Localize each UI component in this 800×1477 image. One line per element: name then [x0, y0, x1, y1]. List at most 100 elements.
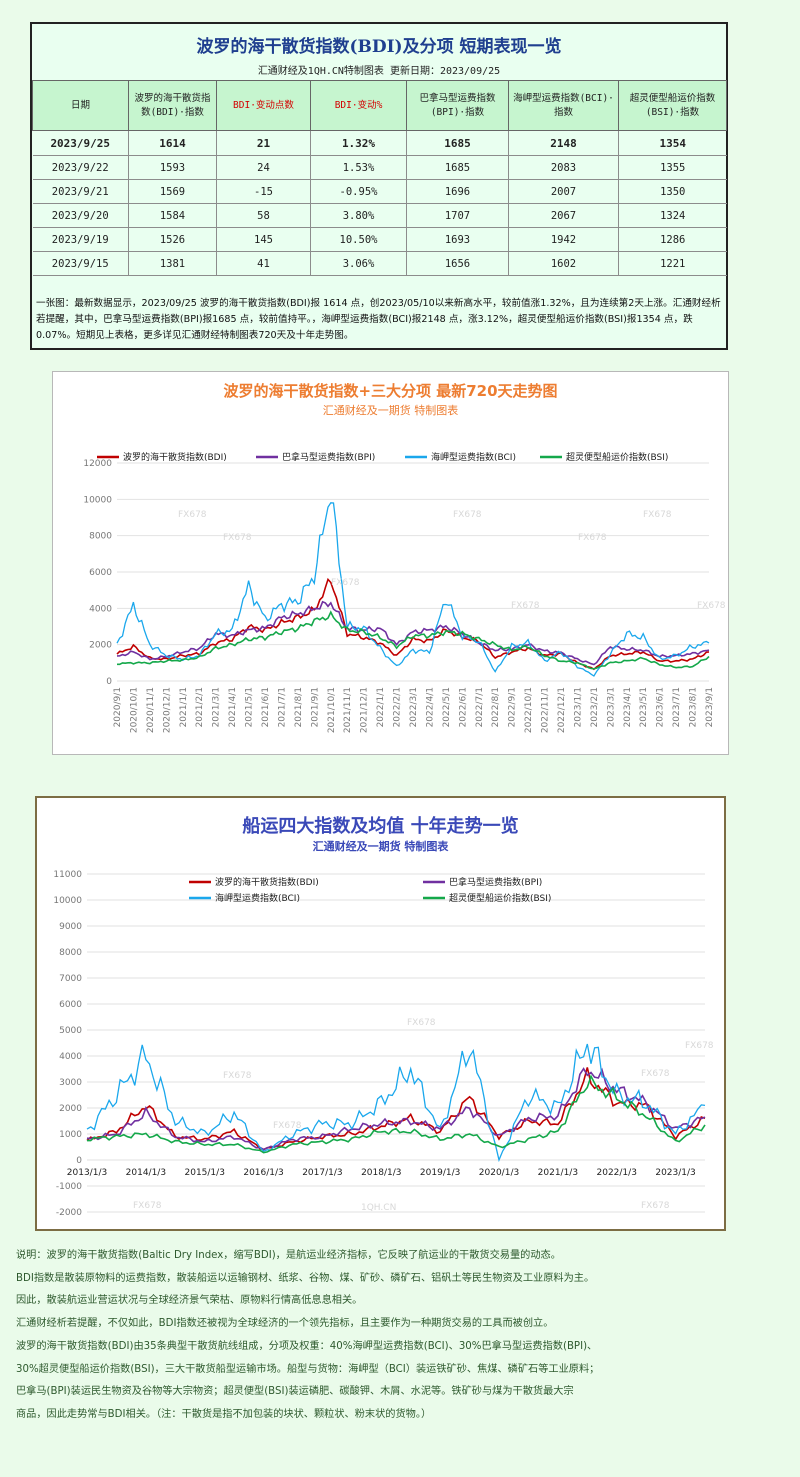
chart-10y-plot: -2000 -1000 0 1000 2000 3000 4000 5000 6000 7000 8…: [53, 870, 714, 1218]
table-cell: 2023/9/21: [32, 179, 129, 204]
chart-10y-subtitle: 汇通财经及一期货 特制图表: [312, 840, 449, 853]
table-cell: 1685: [406, 130, 509, 156]
x-tick-label: 2021/3/1: [212, 687, 222, 727]
table-cell: 1584: [128, 203, 217, 228]
series-line-bci: [116, 502, 710, 677]
explanation-line: 汇通财经析若提醒，不仅如此，BDI指数还被视为全球经济的一个领先指标，且主要作为…: [16, 1318, 554, 1330]
y-tick-label: 9000: [59, 922, 82, 932]
table-row: 2023/9/19 1526 145 10.50% 1693 1942 1286: [32, 227, 727, 252]
legend-label-bdi: 波罗的海干散货指数(BDI): [123, 451, 227, 463]
watermark-text: FX678: [178, 510, 207, 520]
table-row: 2023/9/15 1381 41 3.06% 1656 1602 1221: [32, 251, 727, 276]
series-line-bci: [86, 1043, 706, 1163]
watermark-text: FX678: [223, 1071, 252, 1081]
x-tick-label: 2022/7/1: [475, 687, 485, 727]
x-tick-label: 2023/3/1: [606, 687, 616, 727]
y-tick-label: 10000: [53, 896, 82, 906]
legend-label-bsi: 超灵便型船运价指数(BSI): [566, 451, 668, 463]
explanation-line: 说明：波罗的海干散货指数(Baltic Dry Index，缩写BDI)，是航运…: [16, 1250, 561, 1261]
summary-note: 一张图：最新数据显示，2023/09/25 波罗的海干散货指数(BDI)报 16…: [36, 298, 721, 341]
x-tick-label: 2022/1/3: [597, 1168, 637, 1178]
table-cell: 3.06%: [310, 251, 407, 276]
x-tick-label: 2023/5/1: [639, 687, 649, 727]
table-cell: 1696: [406, 179, 509, 204]
x-tick-label: 2021/2/1: [195, 687, 205, 727]
x-tick-label: 2021/10/1: [327, 687, 337, 733]
table-cell: 1526: [128, 227, 217, 252]
x-tick-label: 2023/1/3: [655, 1168, 695, 1178]
x-tick-label: 2020/12/1: [162, 687, 172, 733]
table-cell: 2083: [508, 155, 619, 180]
header-date: 日期: [32, 80, 129, 131]
header-bsi: 超灵便型船运价指数(BSI)·指数: [618, 80, 727, 131]
x-tick-label: 2023/1/1: [573, 687, 583, 727]
table-header-row: 日期 波罗的海干散货指数(BDI)·指数 BDI·变动点数 BDI·变动% 巴拿…: [32, 80, 727, 131]
table-cell: 1324: [618, 203, 727, 228]
x-tick-label: 2021/12/1: [360, 687, 370, 733]
header-bci: 海岬型运费指数(BCI)·指数: [508, 80, 619, 131]
table-cell: 2023/9/20: [32, 203, 129, 228]
watermark-text: FX678: [685, 1041, 714, 1051]
table-cell: 10.50%: [310, 227, 407, 252]
chart-10y-title: 船运四大指数及均值 十年走势一览: [242, 816, 519, 837]
x-tick-label: 2021/4/1: [228, 687, 238, 727]
x-tick-label: 2021/1/1: [179, 687, 189, 727]
y-tick-label: 12000: [83, 459, 112, 469]
y-tick-label: 3000: [59, 1078, 82, 1088]
watermark-text: FX678: [331, 578, 360, 588]
chart-720-plot: 0 2000 4000 6000 8000 10000 12000 2020/9/1 2020/…: [83, 451, 726, 733]
table-row: 2023/9/22 1593 24 1.53% 1685 2083 1355: [32, 155, 727, 180]
explanation-line: 30%超灵便型船运价指数(BSI)，三大干散货船型运输市场。船型与货物：海岬型（…: [16, 1363, 600, 1375]
table-cell: 1381: [128, 251, 217, 276]
y-tick-label: 11000: [53, 870, 82, 880]
table-cell: 2067: [508, 203, 619, 228]
x-tick-label: 2021/7/1: [277, 687, 287, 727]
x-tick-label: 2021/6/1: [261, 687, 271, 727]
x-tick-label: 2019/1/3: [420, 1168, 460, 1178]
x-tick-label: 2021/9/1: [310, 687, 320, 727]
x-tick-label: 2022/1/1: [376, 687, 386, 727]
x-tick-label: 2022/4/1: [425, 687, 435, 727]
series-line-bpi: [86, 1067, 706, 1151]
summary-title: 波罗的海干散货指数(BDI)及分项 短期表现一览: [196, 37, 562, 57]
table-cell: 1593: [128, 155, 217, 180]
explanation-line: 巴拿马(BPI)装运民生物资及谷物等大宗物资；超灵便型(BSI)装运磷肥、碳酸钾…: [16, 1386, 574, 1398]
chart-720-panel: 波罗的海干散货指数+三大分项 最新720天走势图 汇通财经及一期货 特制图表 0…: [52, 371, 729, 755]
watermark-text: FX678: [273, 1121, 302, 1131]
x-tick-label: 2022/10/1: [524, 687, 534, 733]
explanation-line: BDI指数是散装原物料的运费指数，散装船运以运输钢材、纸浆、谷物、煤、矿砂、磷矿…: [16, 1272, 595, 1284]
header-bpi: 巴拿马型运费指数(BPI)·指数: [406, 80, 509, 131]
header-bdi: 波罗的海干散货指数(BDI)·指数: [128, 80, 217, 131]
table-cell: 1707: [406, 203, 509, 228]
y-tick-label: 2000: [89, 641, 112, 651]
table-cell: 1350: [618, 179, 727, 204]
series-line-bdi: [86, 1067, 706, 1151]
y-tick-label: 10000: [83, 495, 112, 505]
table-cell: 1286: [618, 227, 727, 252]
explanation-line: 商品，因此走势常与BDI相关。（注：干散货是指不加包装的块状、颗粒状、粉末状的货…: [16, 1408, 432, 1420]
series-line-bdi: [116, 577, 710, 671]
y-tick-label: 2000: [59, 1104, 82, 1114]
x-tick-label: 2023/9/1: [705, 687, 715, 727]
watermark-text: FX678: [641, 1069, 670, 1079]
table-row: 2023/9/25 1614 21 1.32% 1685 2148 1354: [32, 130, 727, 156]
table-cell: 41: [216, 251, 311, 276]
table-cell: 1221: [618, 251, 727, 276]
x-tick-label: 2021/1/3: [538, 1168, 578, 1178]
legend-label-bsi: 超灵便型船运价指数(BSI): [449, 892, 551, 904]
table-cell: 1355: [618, 155, 727, 180]
y-tick-label: 8000: [89, 532, 112, 542]
y-tick-label: 4000: [89, 604, 112, 614]
x-tick-label: 2023/2/1: [590, 687, 600, 727]
x-tick-label: 2020/9/1: [113, 687, 123, 727]
x-tick-label: 2023/4/1: [623, 687, 633, 727]
watermark-text: FX678: [697, 601, 726, 611]
table-cell: 1614: [128, 130, 217, 156]
x-tick-label: 2022/9/1: [508, 687, 518, 727]
x-tick-label: 2020/10/1: [129, 687, 139, 733]
x-tick-label: 2022/11/1: [541, 687, 551, 733]
summary-body: 2023/9/25 1614 21 1.32% 1685 2148 1354 2023/9/2…: [32, 130, 727, 276]
x-tick-label: 2022/6/1: [458, 687, 468, 727]
x-tick-label: 2022/8/1: [491, 687, 501, 727]
legend-label-bci: 海岬型运费指数(BCI): [215, 892, 300, 904]
